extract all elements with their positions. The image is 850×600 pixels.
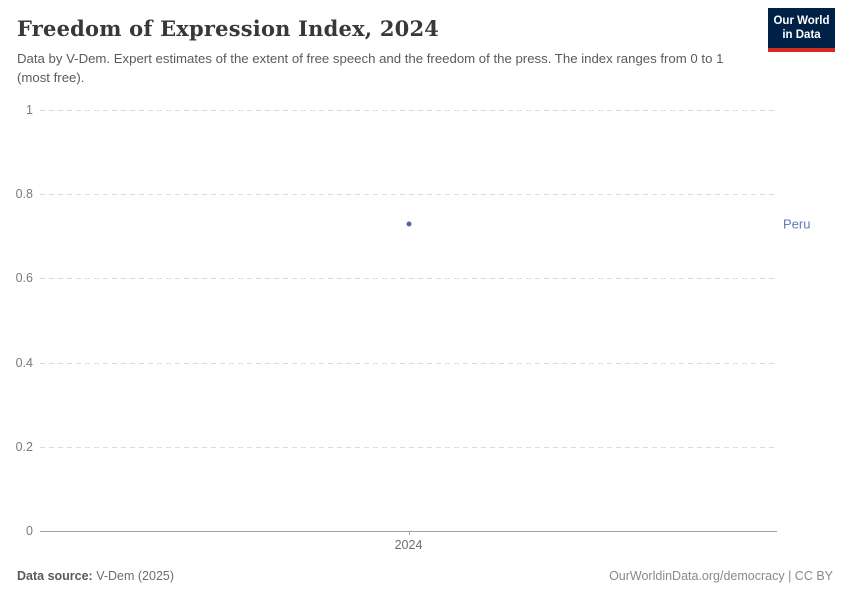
owid-logo[interactable]: Our World in Data	[768, 8, 835, 52]
y-tick-label: 0	[26, 524, 33, 538]
y-tick-label: 0.6	[15, 271, 33, 286]
y-tick-label: 1	[26, 103, 33, 117]
x-tick-label: 2024	[394, 538, 423, 552]
gridline	[40, 110, 777, 111]
data-source: Data source: V-Dem (2025)	[17, 569, 174, 583]
data-source-value: V-Dem (2025)	[96, 569, 175, 583]
x-tick-mark	[408, 531, 410, 535]
y-tick-label: 0.8	[15, 187, 33, 202]
data-source-label: Data source:	[17, 569, 93, 583]
data-point-peru[interactable]	[406, 221, 411, 227]
credit-link[interactable]: OurWorldinData.org/democracy | CC BY	[609, 569, 833, 583]
gridline	[40, 194, 777, 196]
gridline	[40, 362, 777, 364]
entity-label-peru[interactable]: Peru	[783, 216, 811, 232]
plot-area: 0 0.2 0.4 0.6 0.8 1 2024 Peru	[16, 103, 811, 552]
chart-subtitle: Data by V-Dem. Expert estimates of the e…	[17, 51, 724, 85]
logo-line1: Our World	[773, 15, 830, 27]
header: Freedom of Expression Index, 2024 Data b…	[17, 16, 733, 88]
y-tick-label: 0.2	[15, 439, 33, 454]
y-tick-label: 0.4	[15, 355, 33, 370]
gridline	[40, 278, 777, 280]
logo-line2: in Data	[782, 29, 821, 42]
page-title: Freedom of Expression Index, 2024	[17, 16, 440, 41]
gridline	[40, 446, 777, 448]
